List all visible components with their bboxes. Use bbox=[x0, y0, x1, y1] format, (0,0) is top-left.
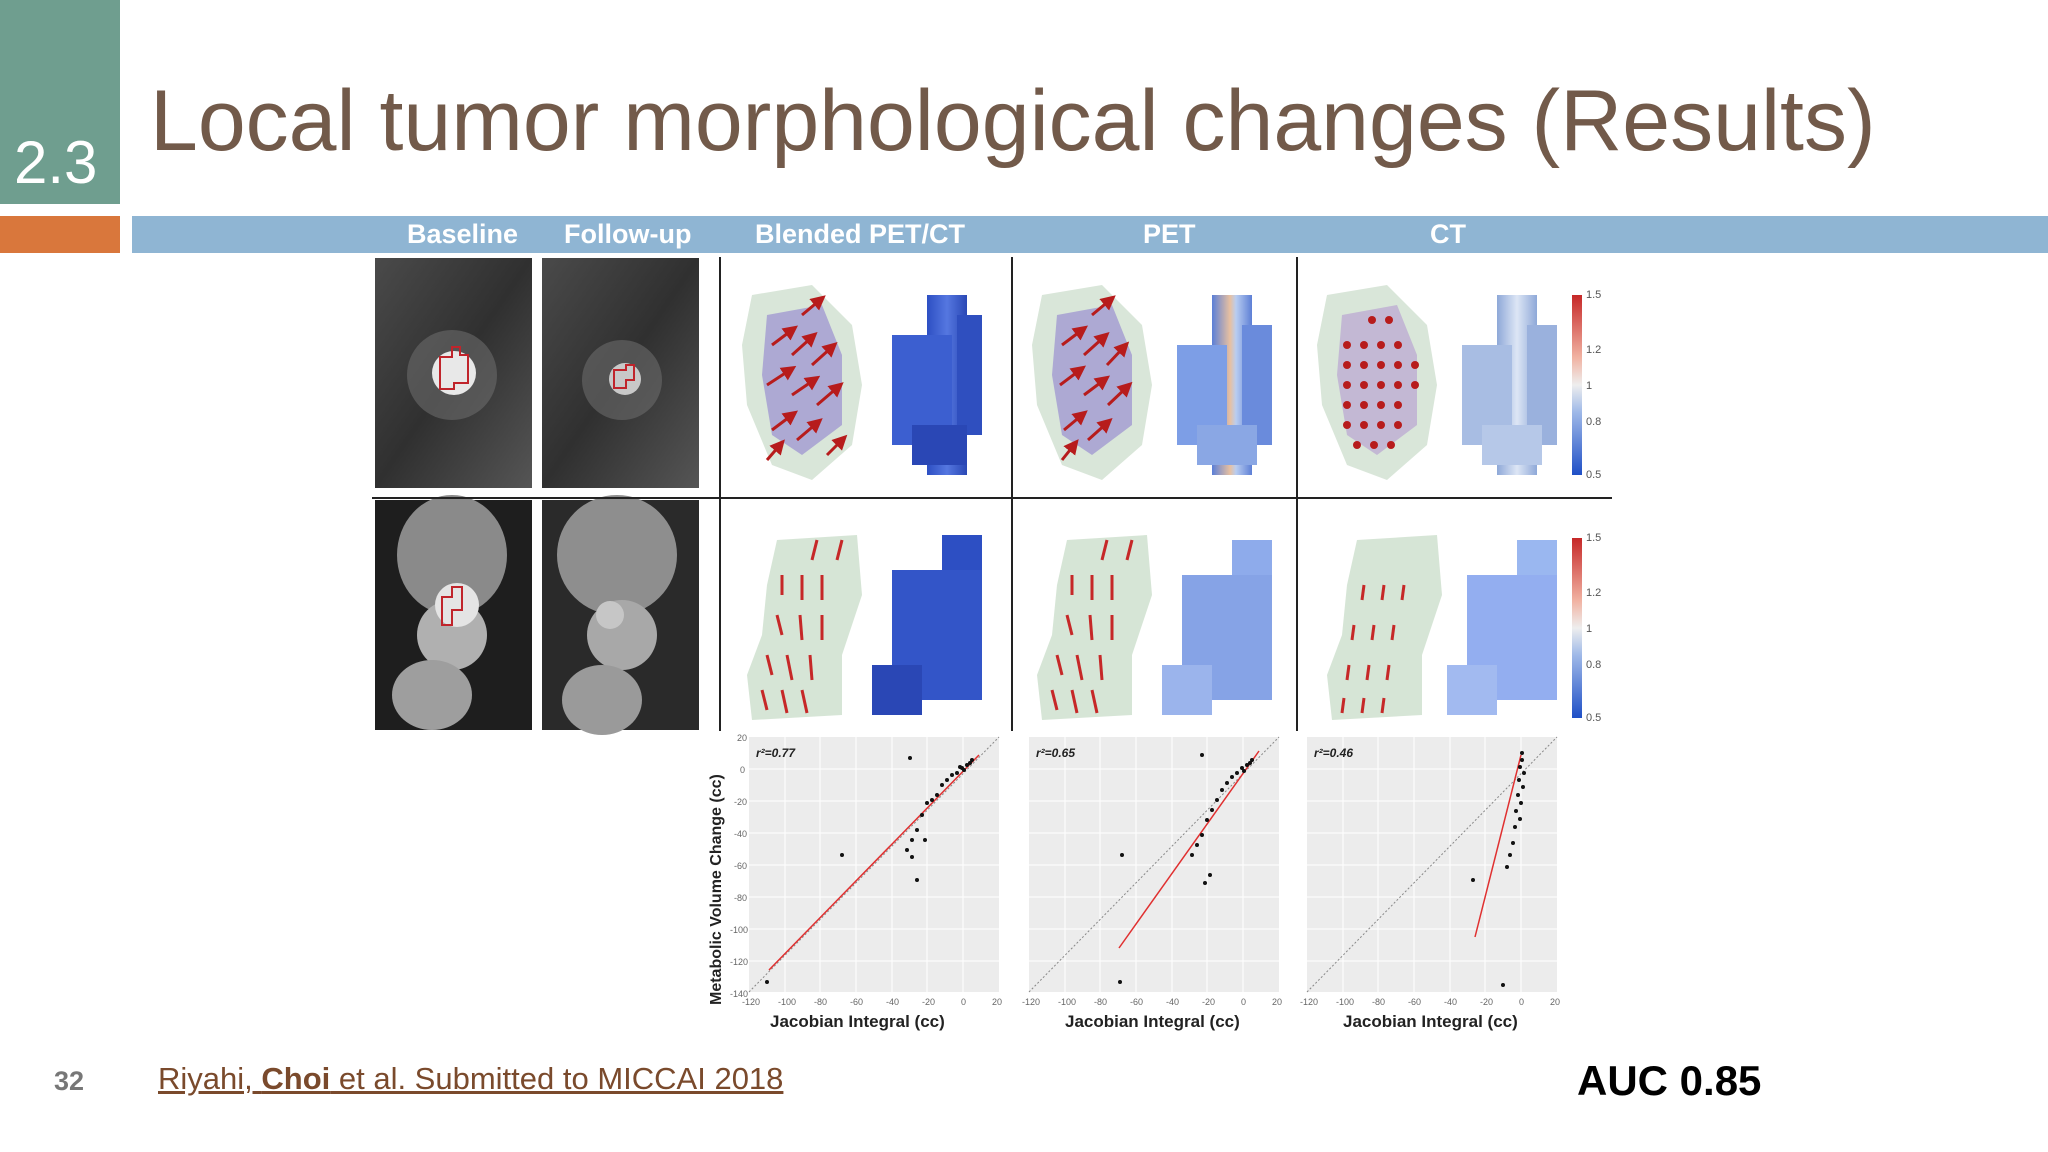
scatter-panel-3: r²=0.46 bbox=[1306, 736, 1558, 993]
section-box: 2.3 bbox=[0, 0, 120, 204]
scatter-xlabel-1: Jacobian Integral (cc) bbox=[770, 1012, 945, 1031]
pet-volume-blocks-row1 bbox=[1177, 295, 1272, 475]
results-figure: 1.5 1.2 1 0.8 0.5 bbox=[372, 257, 1612, 1031]
colorbar-row2: 1.5 1.2 1 0.8 0.5 bbox=[1572, 532, 1601, 724]
header-bar-blue bbox=[132, 216, 2048, 253]
x-tick: -100 bbox=[778, 997, 796, 1007]
ct-deformation-field-row2 bbox=[1327, 535, 1442, 720]
slide-title: Local tumor morphological changes (Resul… bbox=[150, 73, 1876, 169]
ct-volume-blocks-row1 bbox=[1462, 295, 1557, 475]
y-tick: -20 bbox=[734, 797, 747, 807]
citation-link[interactable]: Riyahi, Choi et al. Submitted to MICCAI … bbox=[158, 1061, 783, 1097]
colorbar-row1: 1.5 1.2 1 0.8 0.5 bbox=[1572, 289, 1601, 481]
x-tick: -100 bbox=[1336, 997, 1354, 1007]
x-tick: -20 bbox=[1480, 997, 1493, 1007]
x-tick: -40 bbox=[1444, 997, 1457, 1007]
x-tick: -40 bbox=[1166, 997, 1179, 1007]
y-tick: -80 bbox=[734, 893, 747, 903]
ct-deformation-field-row1 bbox=[1317, 285, 1437, 480]
scatter-r2-2: r²=0.65 bbox=[1036, 746, 1075, 760]
x-tick: 0 bbox=[1519, 997, 1524, 1007]
x-tick: -120 bbox=[742, 997, 760, 1007]
blended-deformation-field-row1 bbox=[742, 285, 862, 480]
y-tick: -40 bbox=[734, 829, 747, 839]
colorbar-tick: 0.5 bbox=[1586, 469, 1601, 481]
colorbar-tick: 1 bbox=[1586, 623, 1592, 635]
baseline-pet-image bbox=[375, 258, 532, 488]
scatter-panel-2: r²=0.65 bbox=[1028, 736, 1280, 993]
x-tick: -20 bbox=[1202, 997, 1215, 1007]
pet-volume-blocks-row2 bbox=[1162, 540, 1272, 715]
y-tick: -100 bbox=[730, 925, 748, 935]
x-tick: 20 bbox=[1272, 997, 1282, 1007]
scatter-xlabel-2: Jacobian Integral (cc) bbox=[1065, 1012, 1240, 1031]
x-tick: 20 bbox=[1550, 997, 1560, 1007]
colorbar-tick: 1.5 bbox=[1586, 289, 1601, 301]
panel-grid bbox=[372, 257, 1612, 731]
citation-suffix: et al. Submitted to MICCAI 2018 bbox=[330, 1061, 784, 1096]
x-tick: 20 bbox=[992, 997, 1002, 1007]
colorbar-tick: 0.8 bbox=[1586, 416, 1601, 428]
baseline-ct-image bbox=[375, 495, 532, 730]
column-label-baseline: Baseline bbox=[407, 219, 519, 249]
follow-up-ct-image bbox=[542, 495, 699, 735]
column-label-blended: Blended PET/CT bbox=[755, 219, 966, 249]
colorbar-tick: 1 bbox=[1586, 380, 1592, 392]
colorbar-tick: 1.2 bbox=[1586, 587, 1601, 599]
x-tick: -80 bbox=[814, 997, 827, 1007]
y-tick: -120 bbox=[730, 957, 748, 967]
column-label-follow-up: Follow-up bbox=[564, 219, 692, 249]
x-tick: -60 bbox=[1130, 997, 1143, 1007]
blended-volume-blocks-row2 bbox=[872, 535, 982, 715]
pet-deformation-field-row1 bbox=[1032, 285, 1152, 480]
page-number: 32 bbox=[54, 1066, 85, 1096]
column-label-ct: CT bbox=[1430, 219, 1466, 249]
colorbar-tick: 1.5 bbox=[1586, 532, 1601, 544]
blended-deformation-field-row2 bbox=[747, 535, 862, 720]
x-tick: -80 bbox=[1372, 997, 1385, 1007]
x-tick: 0 bbox=[1241, 997, 1246, 1007]
y-tick: 20 bbox=[737, 733, 747, 743]
citation-author: Choi bbox=[261, 1061, 331, 1096]
column-label-pet: PET bbox=[1143, 219, 1196, 249]
colorbar-tick: 0.5 bbox=[1586, 712, 1601, 724]
scatter-r2-3: r²=0.46 bbox=[1314, 746, 1353, 760]
x-tick: -100 bbox=[1058, 997, 1076, 1007]
scatter-xlabel-3: Jacobian Integral (cc) bbox=[1343, 1012, 1518, 1031]
colorbar-tick: 0.8 bbox=[1586, 659, 1601, 671]
citation-prefix: Riyahi, bbox=[158, 1061, 262, 1096]
scatter-panel-1: r²=0.77 bbox=[748, 736, 1000, 993]
x-tick: -60 bbox=[850, 997, 863, 1007]
colorbar-tick: 1.2 bbox=[1586, 344, 1601, 356]
ct-volume-blocks-row2 bbox=[1447, 540, 1557, 715]
x-tick: -120 bbox=[1300, 997, 1318, 1007]
scatter-r2-1: r²=0.77 bbox=[756, 746, 796, 760]
x-tick: -60 bbox=[1408, 997, 1421, 1007]
x-tick: 0 bbox=[961, 997, 966, 1007]
x-tick: -120 bbox=[1022, 997, 1040, 1007]
pet-deformation-field-row2 bbox=[1037, 535, 1152, 720]
accent-bar-orange bbox=[0, 216, 120, 253]
scatter-ticks: 20 0 -20 -40 -60 -80 -100 -120 -140 -120… bbox=[730, 733, 1560, 1007]
x-tick: -80 bbox=[1094, 997, 1107, 1007]
y-tick: -60 bbox=[734, 861, 747, 871]
x-tick: -40 bbox=[886, 997, 899, 1007]
scatter-ylabel: Metabolic Volume Change (cc) bbox=[708, 774, 725, 1005]
y-tick: 0 bbox=[740, 765, 745, 775]
blended-volume-blocks-row1 bbox=[892, 295, 982, 475]
follow-up-pet-image bbox=[542, 258, 699, 488]
x-tick: -20 bbox=[922, 997, 935, 1007]
section-number: 2.3 bbox=[14, 129, 98, 196]
auc-value: AUC 0.85 bbox=[1577, 1057, 1762, 1104]
y-tick: -140 bbox=[730, 989, 748, 999]
